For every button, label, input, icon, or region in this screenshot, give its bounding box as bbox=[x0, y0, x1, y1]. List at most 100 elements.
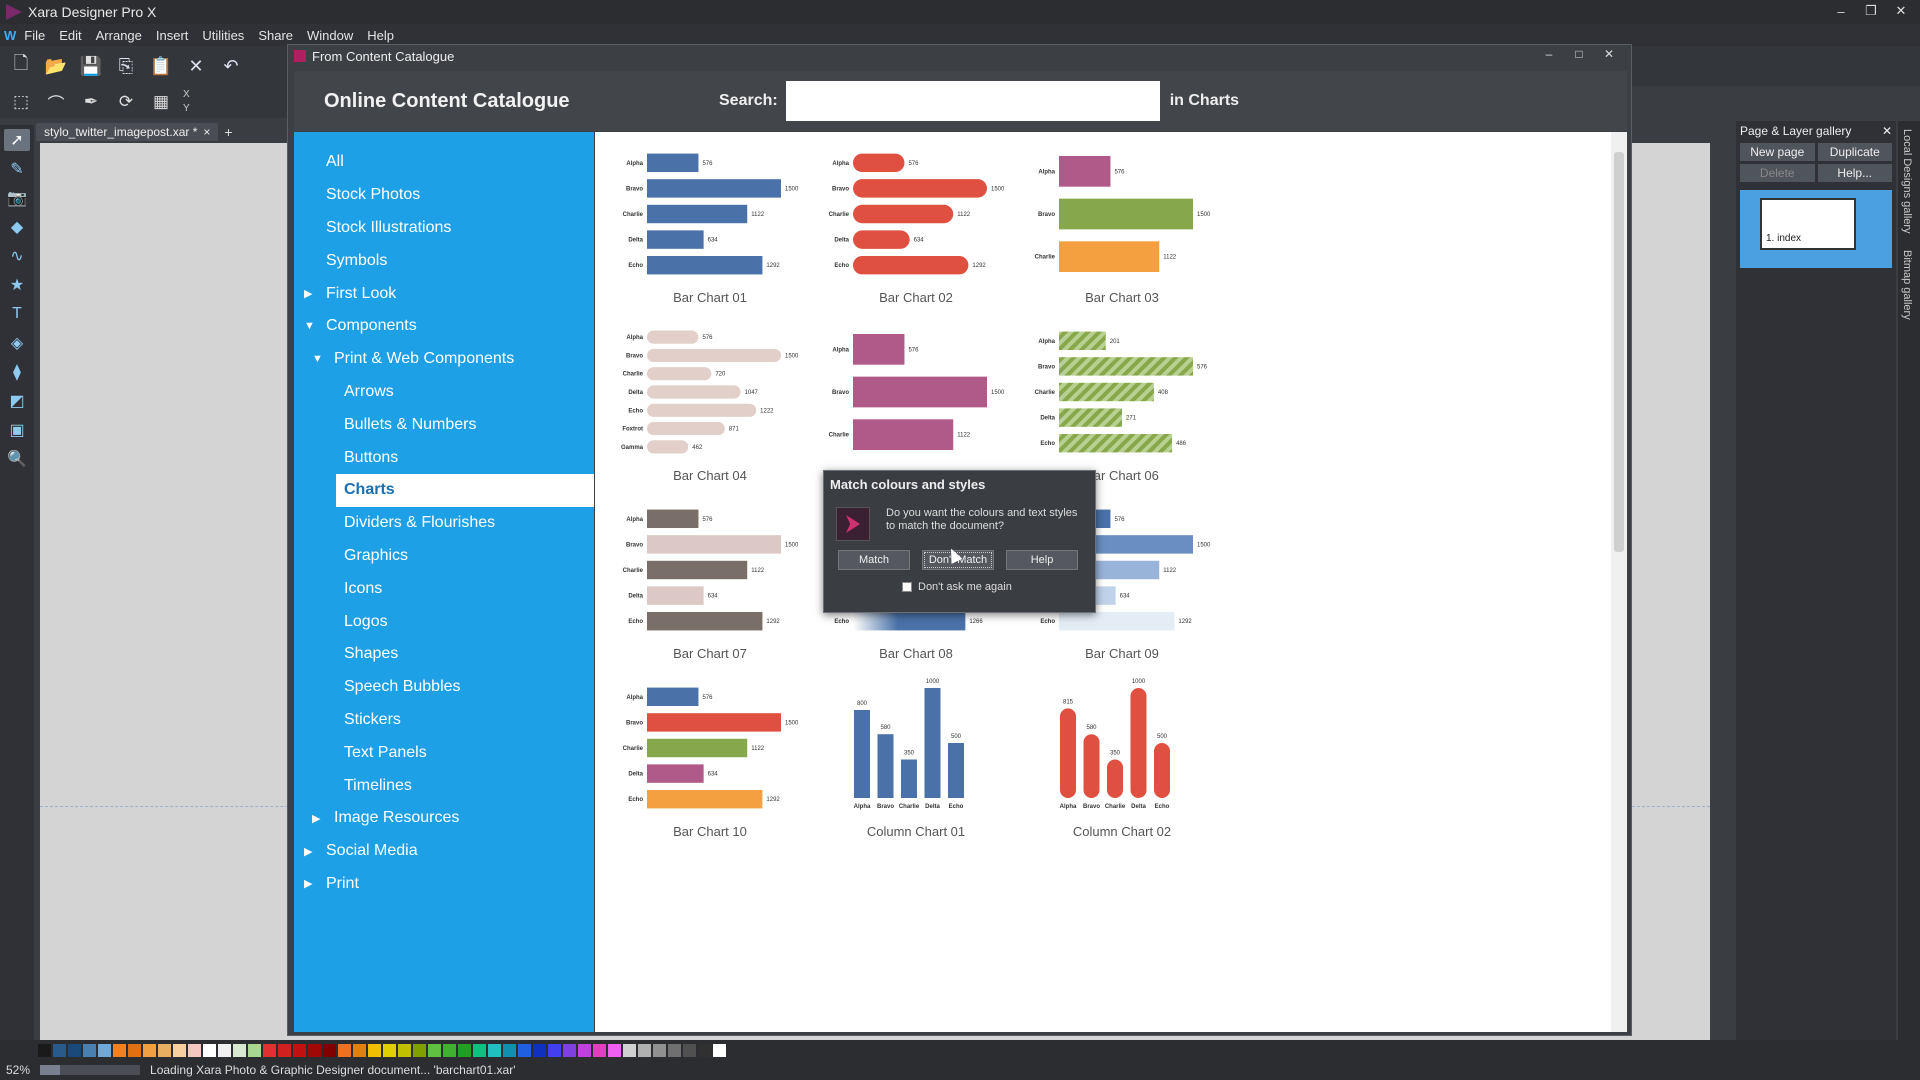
new-page-button[interactable]: New page bbox=[1740, 143, 1815, 161]
match-button[interactable]: Match bbox=[838, 550, 910, 570]
new-tab-icon[interactable]: + bbox=[224, 124, 233, 140]
document-logo-icon[interactable]: W bbox=[4, 27, 17, 43]
nav-item-first-look[interactable]: ▶ First Look bbox=[294, 277, 594, 310]
nav-item-arrows[interactable]: Arrows bbox=[294, 376, 594, 409]
document-tab[interactable]: stylo_twitter_imagepost.xar * × bbox=[36, 123, 219, 141]
new-document-icon[interactable]: 🗋 bbox=[13, 53, 29, 73]
page-item[interactable]: 1. index bbox=[1740, 190, 1892, 268]
copy-icon[interactable]: ⎘ bbox=[118, 55, 134, 76]
gallery-help-button[interactable]: Help... bbox=[1817, 164, 1892, 182]
menu-file[interactable]: File bbox=[24, 27, 46, 43]
colour-swatch[interactable] bbox=[218, 1043, 231, 1057]
colour-swatch[interactable] bbox=[143, 1043, 156, 1057]
colour-swatch[interactable] bbox=[533, 1043, 546, 1057]
colour-swatch[interactable] bbox=[353, 1043, 366, 1057]
colour-swatch[interactable] bbox=[83, 1043, 96, 1057]
zoom-tool-icon[interactable]: 🔍 bbox=[7, 451, 27, 468]
colour-swatch[interactable] bbox=[308, 1043, 321, 1057]
menu-arrange[interactable]: Arrange bbox=[95, 27, 142, 43]
colour-swatch[interactable] bbox=[68, 1043, 81, 1057]
colour-swatch[interactable] bbox=[548, 1043, 561, 1057]
colour-swatch[interactable] bbox=[38, 1043, 51, 1057]
nav-item-shapes[interactable]: Shapes bbox=[294, 638, 594, 671]
colour-swatch[interactable] bbox=[173, 1043, 186, 1057]
colour-swatch[interactable] bbox=[713, 1043, 726, 1057]
nav-item-charts[interactable]: Charts bbox=[336, 473, 594, 507]
select-inside-icon[interactable]: ⬚ bbox=[12, 92, 30, 111]
nav-item-symbols[interactable]: Symbols bbox=[294, 244, 594, 277]
undo-icon[interactable]: ↶ bbox=[223, 55, 239, 76]
colour-swatch[interactable] bbox=[128, 1043, 141, 1057]
colour-swatch[interactable] bbox=[203, 1043, 216, 1057]
colour-swatch[interactable] bbox=[113, 1043, 126, 1057]
nav-item-speech-bubbles[interactable]: Speech Bubbles bbox=[294, 671, 594, 704]
nav-item-components[interactable]: ▼ Components bbox=[294, 310, 594, 343]
colour-swatch[interactable] bbox=[278, 1043, 291, 1057]
colour-swatch[interactable] bbox=[638, 1043, 651, 1057]
menu-utilities[interactable]: Utilities bbox=[202, 27, 245, 43]
colour-swatch[interactable] bbox=[428, 1043, 441, 1057]
colour-swatch[interactable] bbox=[668, 1043, 681, 1057]
shadow-tool-icon[interactable]: ◩ bbox=[9, 393, 25, 410]
save-icon[interactable]: 💾 bbox=[79, 55, 103, 76]
colour-swatch[interactable] bbox=[233, 1043, 246, 1057]
scrollbar-thumb[interactable] bbox=[1614, 152, 1624, 552]
nav-item-social-media[interactable]: ▶ Social Media bbox=[294, 835, 594, 868]
pen-icon[interactable]: ✒ bbox=[83, 92, 99, 111]
dont-ask-checkbox[interactable]: Don't ask me again bbox=[902, 581, 1012, 593]
menu-share[interactable]: Share bbox=[258, 27, 294, 43]
colour-swatch[interactable] bbox=[53, 1043, 66, 1057]
dialog-close-icon[interactable]: ✕ bbox=[1603, 47, 1615, 61]
colour-swatch[interactable] bbox=[458, 1043, 471, 1057]
gallery-close-icon[interactable]: ✕ bbox=[1881, 124, 1892, 138]
restore-icon[interactable]: ❐ bbox=[1865, 3, 1877, 18]
colour-swatch[interactable] bbox=[338, 1043, 351, 1057]
menu-edit[interactable]: Edit bbox=[59, 27, 82, 43]
colour-swatch[interactable] bbox=[248, 1043, 261, 1057]
nav-item-print[interactable]: ▶ Print bbox=[294, 868, 594, 901]
photo-tool-icon[interactable]: 📷 bbox=[7, 190, 27, 207]
colour-swatch[interactable] bbox=[683, 1043, 696, 1057]
chart-thumbnail-bar-chart-07[interactable] bbox=[605, 498, 801, 668]
dialog-maximize-icon[interactable]: □ bbox=[1575, 47, 1583, 61]
colour-swatch[interactable] bbox=[188, 1043, 201, 1057]
delete-icon[interactable]: ✕ bbox=[188, 55, 204, 76]
help-button[interactable]: Help bbox=[1006, 550, 1078, 570]
colour-swatch[interactable] bbox=[383, 1043, 396, 1057]
eraser-tool-icon[interactable]: ◆ bbox=[10, 219, 24, 236]
minimize-icon[interactable]: – bbox=[1837, 3, 1845, 19]
colour-swatch[interactable] bbox=[698, 1043, 711, 1057]
duplicate-button[interactable]: Duplicate bbox=[1817, 143, 1892, 161]
collapse-arrow-icon[interactable]: ▼ bbox=[312, 353, 323, 366]
bezier-icon[interactable]: ⌒ bbox=[47, 94, 65, 114]
colour-swatch[interactable] bbox=[488, 1043, 501, 1057]
collapse-arrow-icon[interactable]: ▼ bbox=[304, 320, 315, 333]
colour-swatch[interactable] bbox=[158, 1043, 171, 1057]
tab-close-icon[interactable]: × bbox=[203, 125, 211, 139]
dont-match-button[interactable]: Don't Match bbox=[922, 550, 994, 570]
rotate-icon[interactable]: ⟳ bbox=[118, 92, 134, 111]
selector-tool-icon[interactable]: ➚ bbox=[4, 129, 30, 151]
chart-thumbnail-bar-chart-01[interactable] bbox=[605, 142, 801, 312]
bevel-tool-icon[interactable]: ▣ bbox=[9, 422, 25, 439]
nav-item-bullets-numbers[interactable]: Bullets & Numbers bbox=[294, 408, 594, 441]
colour-swatch[interactable] bbox=[398, 1043, 411, 1057]
menu-insert[interactable]: Insert bbox=[155, 27, 189, 43]
quickshape-tool-icon[interactable]: ★ bbox=[9, 277, 25, 294]
colour-swatch[interactable] bbox=[653, 1043, 666, 1057]
chart-thumbnail-bar-chart-10[interactable] bbox=[605, 676, 801, 846]
colour-swatch[interactable] bbox=[323, 1043, 336, 1057]
grid-icon[interactable]: ▦ bbox=[152, 92, 170, 111]
dialog-minimize-icon[interactable]: – bbox=[1545, 47, 1553, 61]
freehand-tool-icon[interactable]: ∿ bbox=[10, 248, 24, 265]
colour-swatch[interactable] bbox=[473, 1043, 486, 1057]
colour-swatch[interactable] bbox=[578, 1043, 591, 1057]
nav-item-logos[interactable]: Logos bbox=[294, 605, 594, 638]
nav-item-timelines[interactable]: Timelines bbox=[294, 769, 594, 802]
colour-swatch[interactable] bbox=[443, 1043, 456, 1057]
nav-item-image-resources[interactable]: ▶ Image Resources bbox=[294, 802, 594, 835]
page-thumbnail[interactable]: 1. index bbox=[1760, 198, 1856, 250]
shape-editor-tool-icon[interactable]: ✎ bbox=[10, 161, 24, 178]
bitmap-gallery-tab[interactable]: Bitmap gallery bbox=[1901, 249, 1913, 320]
colour-swatch[interactable] bbox=[98, 1043, 111, 1057]
